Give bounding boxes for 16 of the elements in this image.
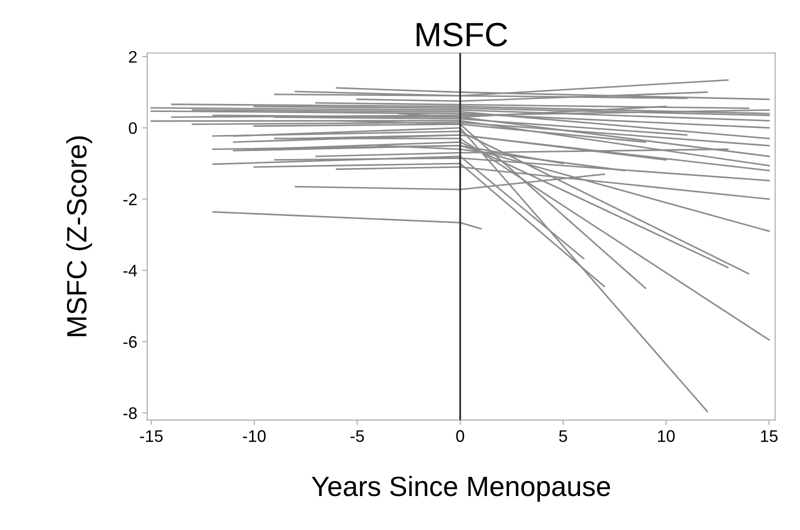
x-axis-title: Years Since Menopause (312, 476, 610, 502)
chart-title: MSFC (416, 22, 508, 46)
x-tick-label: -5 (350, 430, 364, 442)
y-tick-label: 0 (128, 122, 137, 134)
y-tick-label: -2 (123, 194, 137, 206)
x-tick-label: -10 (242, 430, 266, 442)
y-tick-label: -6 (123, 336, 137, 348)
y-tick-label: -4 (123, 264, 137, 276)
x-tick-label: 15 (761, 430, 778, 442)
x-tick-label: 5 (559, 430, 568, 442)
x-tick-label: 0 (456, 430, 464, 442)
x-tick-label: 10 (658, 430, 675, 442)
y-tick-label: -8 (123, 407, 137, 420)
y-axis-title: MSFC (Z-Score) (66, 136, 92, 336)
y-tick-label: 2 (129, 50, 137, 63)
x-tick-label: -15 (140, 430, 163, 442)
